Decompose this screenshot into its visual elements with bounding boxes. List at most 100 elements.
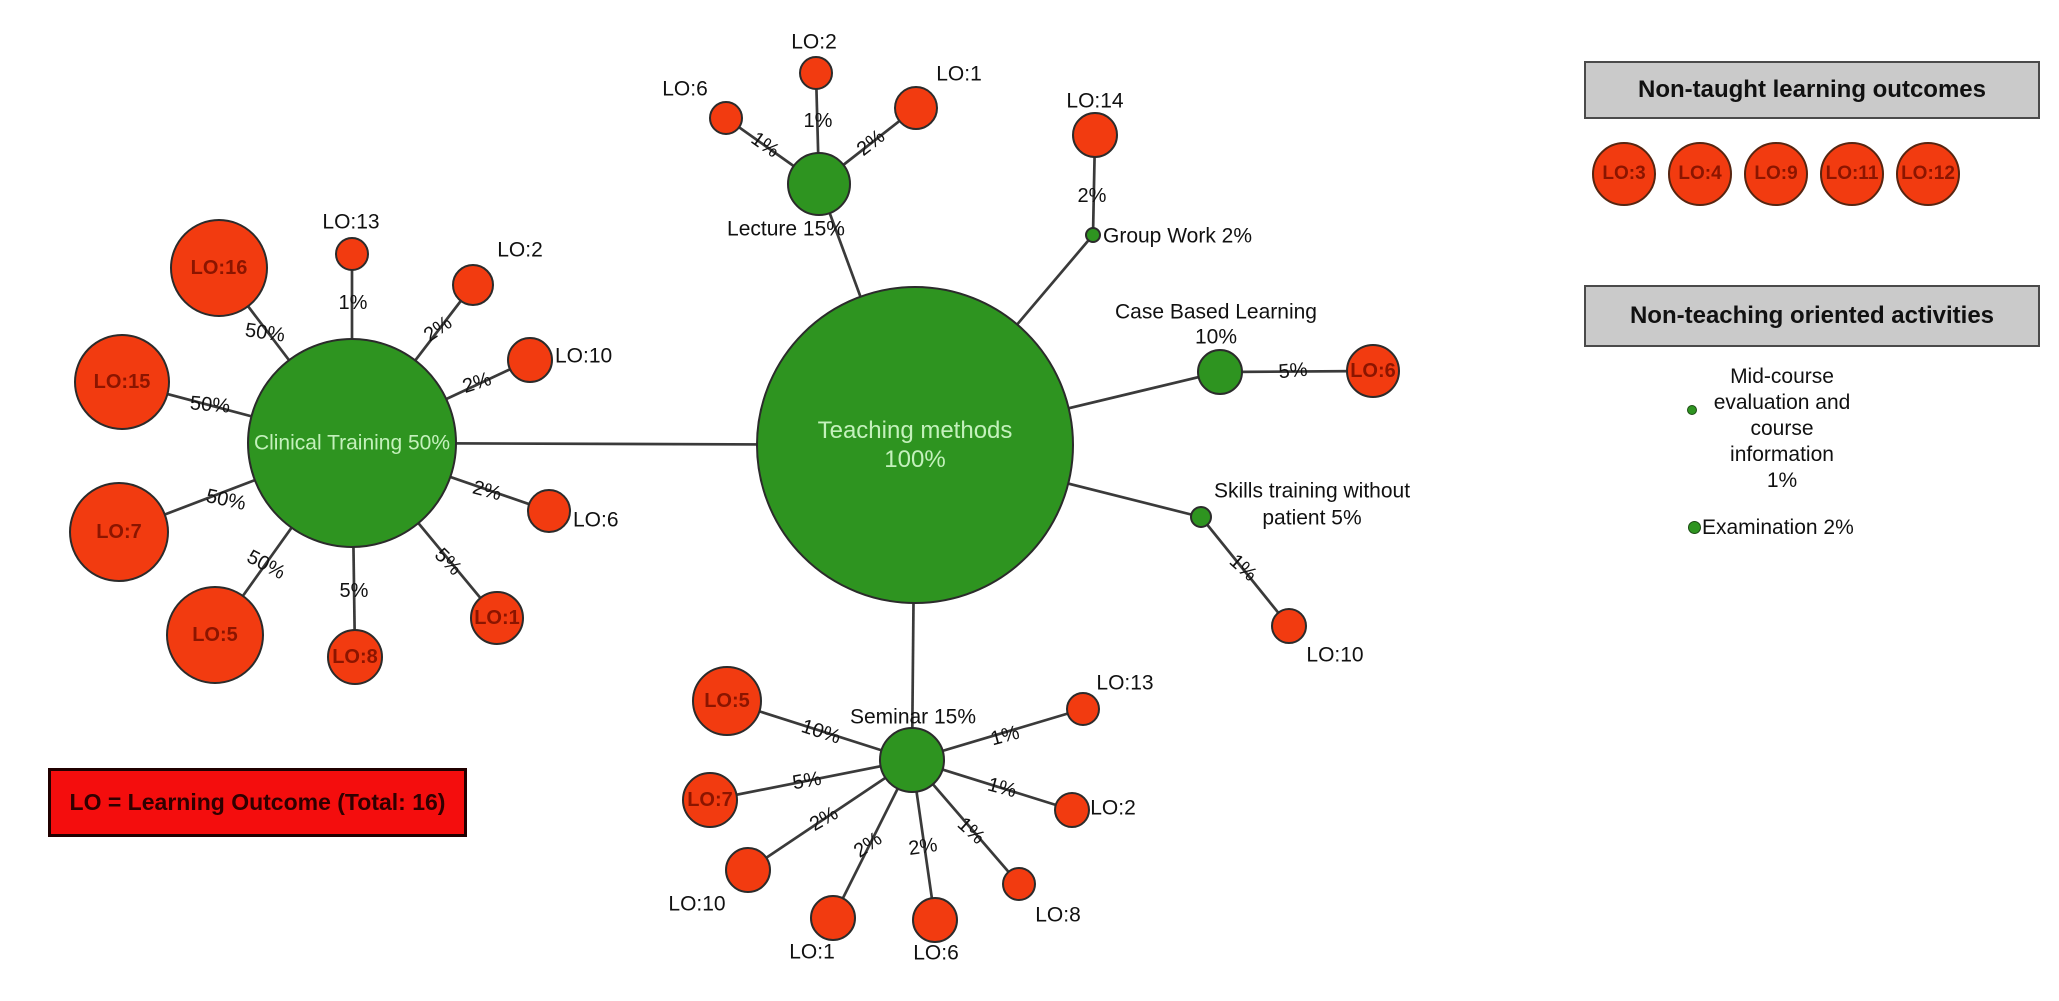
node-label-lecture: Lecture 15%: [727, 218, 845, 241]
outcome-node-cl_lo10: [507, 337, 553, 383]
node-label-cl_lo5: LO:5: [192, 624, 238, 646]
edge-label-groupwork-g_lo14: 2%: [1078, 185, 1107, 207]
examination-item: Examination 2%: [1702, 516, 1854, 539]
edge-label-clinical-cl_lo15: 50%: [189, 392, 231, 417]
edge-label-seminar-se_lo2: 1%: [985, 774, 1019, 803]
node-label-skills: Skills training without patient 5%: [1214, 480, 1410, 530]
outcome-node-cl_lo8: [327, 629, 383, 685]
node-label-cl_lo6: LO:6: [573, 509, 619, 532]
outcome-node-se_lo1: [810, 895, 856, 941]
non-taught-outcomes-row: LO:3 LO:4 LO:9 LO:11 LO:12: [1592, 142, 1960, 206]
edge-label-lecture-l_lo6: 1%: [747, 128, 783, 163]
edge-label-lecture-l_lo2: 1%: [804, 110, 833, 132]
outcome-node-se_lo8: [1002, 867, 1036, 901]
outcome-node-se_lo7: [682, 772, 738, 828]
node-label-l_lo2: LO:2: [791, 31, 837, 54]
non-taught-header: Non-taught learning outcomes: [1584, 61, 2040, 119]
node-label-cl_lo13: LO:13: [322, 211, 379, 234]
node-label-se_lo7: LO:7: [687, 789, 733, 811]
legend-box: LO = Learning Outcome (Total: 16): [48, 768, 467, 837]
node-label-se_lo10: LO:10: [668, 893, 725, 916]
outcome-node-l_lo6: [709, 101, 743, 135]
edge-label-seminar-se_lo5: 10%: [799, 715, 844, 748]
node-label-groupwork: Group Work 2%: [1103, 225, 1252, 248]
outcome-node-cl_lo5: [166, 586, 264, 684]
outcome-node-l_lo1: [894, 86, 938, 130]
node-label-c_lo6: LO:6: [1350, 360, 1396, 382]
node-label-se_lo13: LO:13: [1096, 672, 1153, 695]
edge-label-clinical-cl_lo7: 50%: [204, 485, 248, 515]
method-node-clinical: [247, 338, 457, 548]
outcome-node-s_lo10: [1271, 608, 1307, 644]
edge-label-clinical-cl_lo5: 50%: [243, 546, 289, 584]
edge-label-clinical-cl_lo16: 50%: [244, 319, 287, 346]
edge-label-cbl-c_lo6: 5%: [1278, 359, 1309, 383]
non-taught-outcome-chip: LO:9: [1744, 142, 1808, 206]
edge-skills-s_lo10: [1199, 516, 1291, 627]
non-teaching-header: Non-teaching oriented activities: [1584, 285, 2040, 347]
method-node-teaching: [756, 286, 1074, 604]
edge-label-skills-s_lo10: 1%: [1225, 550, 1261, 586]
node-label-cl_lo2: LO:2: [497, 239, 543, 262]
edge-label-seminar-se_lo10: 2%: [806, 802, 842, 836]
node-label-cl_lo15: LO:15: [94, 371, 151, 393]
outcome-node-cl_lo15: [74, 334, 170, 430]
outcome-node-c_lo6: [1346, 344, 1400, 398]
outcome-node-cl_lo1: [470, 591, 524, 645]
non-taught-outcome-chip: LO:12: [1896, 142, 1960, 206]
method-node-cbl: [1197, 349, 1243, 395]
node-label-cl_lo10: LO:10: [555, 345, 612, 368]
edge-label-lecture-l_lo1: 2%: [853, 125, 889, 160]
edge-seminar-se_lo7: [709, 758, 913, 802]
method-node-groupwork: [1085, 227, 1101, 243]
non-teaching-title: Non-teaching oriented activities: [1629, 302, 1995, 329]
edge-label-seminar-se_lo13: 1%: [988, 722, 1022, 751]
edge-label-seminar-se_lo7: 5%: [791, 768, 824, 795]
node-label-cbl: Case Based Learning 10%: [1115, 301, 1317, 349]
node-label-l_lo6: LO:6: [662, 78, 708, 101]
outcome-node-se_lo13: [1066, 692, 1100, 726]
non-taught-title: Non-taught learning outcomes: [1638, 76, 1986, 103]
outcome-node-se_lo5: [692, 666, 762, 736]
outcome-node-cl_lo6: [527, 489, 571, 533]
outcome-node-cl_lo2: [452, 264, 494, 306]
method-node-lecture: [787, 152, 851, 216]
outcome-node-se_lo2: [1054, 792, 1090, 828]
node-label-g_lo14: LO:14: [1066, 90, 1124, 113]
outcome-node-cl_lo7: [69, 482, 169, 582]
method-node-seminar: [879, 727, 945, 793]
node-label-cl_lo1: LO:1: [474, 607, 520, 629]
node-label-clinical: Clinical Training 50%: [254, 432, 450, 455]
outcome-node-se_lo10: [725, 847, 771, 893]
edge-label-clinical-cl_lo10: 2%: [460, 368, 494, 398]
method-node-skills: [1190, 506, 1212, 528]
mid-course-item: Mid-course evaluation and course informa…: [1713, 365, 1851, 492]
node-label-se_lo6: LO:6: [913, 942, 959, 965]
outcome-node-g_lo14: [1072, 112, 1118, 158]
edge-label-seminar-se_lo1: 2%: [850, 828, 886, 863]
node-label-se_lo2: LO:2: [1090, 797, 1136, 820]
node-label-se_lo8: LO:8: [1035, 904, 1081, 927]
node-label-cl_lo16: LO:16: [191, 257, 248, 279]
bullet-dot-icon: [1688, 521, 1701, 534]
node-label-l_lo1: LO:1: [936, 63, 982, 86]
node-label-s_lo10: LO:10: [1306, 644, 1363, 667]
non-taught-outcome-chip: LO:4: [1668, 142, 1732, 206]
node-label-se_lo5: LO:5: [704, 690, 750, 712]
outcome-node-cl_lo13: [335, 237, 369, 271]
edge-label-clinical-cl_lo6: 2%: [470, 477, 504, 506]
edge-label-seminar-se_lo6: 2%: [907, 834, 939, 860]
non-taught-outcome-chip: LO:11: [1820, 142, 1884, 206]
outcome-node-se_lo6: [912, 897, 958, 943]
node-label-cl_lo7: LO:7: [96, 521, 142, 543]
edge-label-clinical-cl_lo8: 5%: [340, 580, 369, 602]
node-label-seminar: Seminar 15%: [850, 706, 976, 729]
node-label-cl_lo8: LO:8: [332, 646, 378, 668]
node-label-teaching: Teaching methods 100%: [818, 417, 1013, 473]
bullet-dot-icon: [1687, 405, 1697, 415]
non-taught-outcome-chip: LO:3: [1592, 142, 1656, 206]
outcome-node-l_lo2: [799, 56, 833, 90]
edge-label-clinical-cl_lo2: 2%: [420, 312, 456, 347]
